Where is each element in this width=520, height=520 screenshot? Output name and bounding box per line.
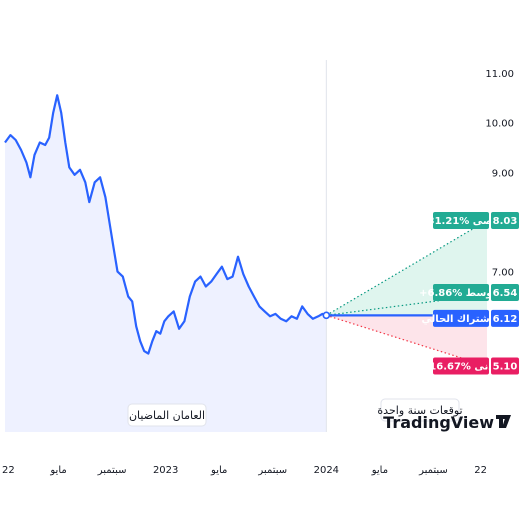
tradingview-logo: TradingView (383, 413, 494, 432)
x-tick-label: سبتمبر (257, 465, 287, 476)
forecast-low-label-box (433, 357, 489, 375)
x-tick-label: 2024 (314, 465, 339, 476)
x-tick-label: مايو (49, 465, 66, 476)
history-period-label-box (127, 403, 207, 427)
forecast-avg-line (326, 293, 488, 316)
history-line (4, 94, 327, 355)
x-tick-label: 2023 (153, 465, 178, 476)
history-layer (4, 60, 327, 433)
history-period-label: العامان الماضيان (129, 409, 205, 422)
y-tick-label: 9.00 (492, 168, 514, 179)
forecast-current-value-box (491, 309, 519, 327)
current-price-marker (322, 311, 331, 320)
forecast-avg-label-box (433, 283, 489, 301)
y-tick-label: 11.00 (485, 69, 514, 80)
forecast-high-value: 8.03 (493, 216, 518, 227)
x-axis: 22 مايو سبتمبر 2023 مايو سبتمبر 2024 مايو سبتمبر… (2, 465, 487, 476)
forecast-low-value: 5.10 (493, 362, 518, 373)
forecast-current-value: 6.12 (493, 314, 518, 325)
forecast-low-label: -16.67% أدنى (425, 360, 497, 373)
forecast-current-label: الاشتراك الحالي (421, 314, 500, 325)
forecast-high-label-box (433, 211, 489, 229)
x-tick-label: سبتمبر (418, 465, 448, 476)
x-tick-label: 22 (474, 465, 487, 476)
forecast-current-label-box (433, 309, 489, 327)
x-tick-label: مايو (371, 465, 388, 476)
forecast-period-label: توقعات سنة واحدة (377, 404, 462, 417)
forecast-avg-label: +6.86% متوسط (419, 288, 503, 299)
forecast-high-value-box (491, 211, 519, 229)
history-area (5, 95, 327, 433)
forecast-avg-value-box (491, 283, 519, 301)
y-tick-label: 7.00 (492, 268, 514, 279)
forecast-high-line (326, 219, 488, 316)
y-axis: 11.00 10.00 9.00 7.00 (485, 69, 514, 279)
forecast-avg-value: 6.54 (493, 288, 518, 299)
forecast-high-label: +31.21% أقصى (419, 214, 502, 227)
x-tick-label: 22 (2, 465, 15, 476)
forecast-period-label-box (380, 398, 460, 422)
tradingview-mark-slash-icon (502, 415, 511, 428)
x-tick-label: سبتمبر (97, 465, 127, 476)
y-tick-label: 10.00 (485, 119, 514, 130)
x-tick-label: مايو (210, 465, 227, 476)
forecast-low-value-box (491, 357, 519, 375)
tradingview-mark-icon (496, 415, 506, 428)
